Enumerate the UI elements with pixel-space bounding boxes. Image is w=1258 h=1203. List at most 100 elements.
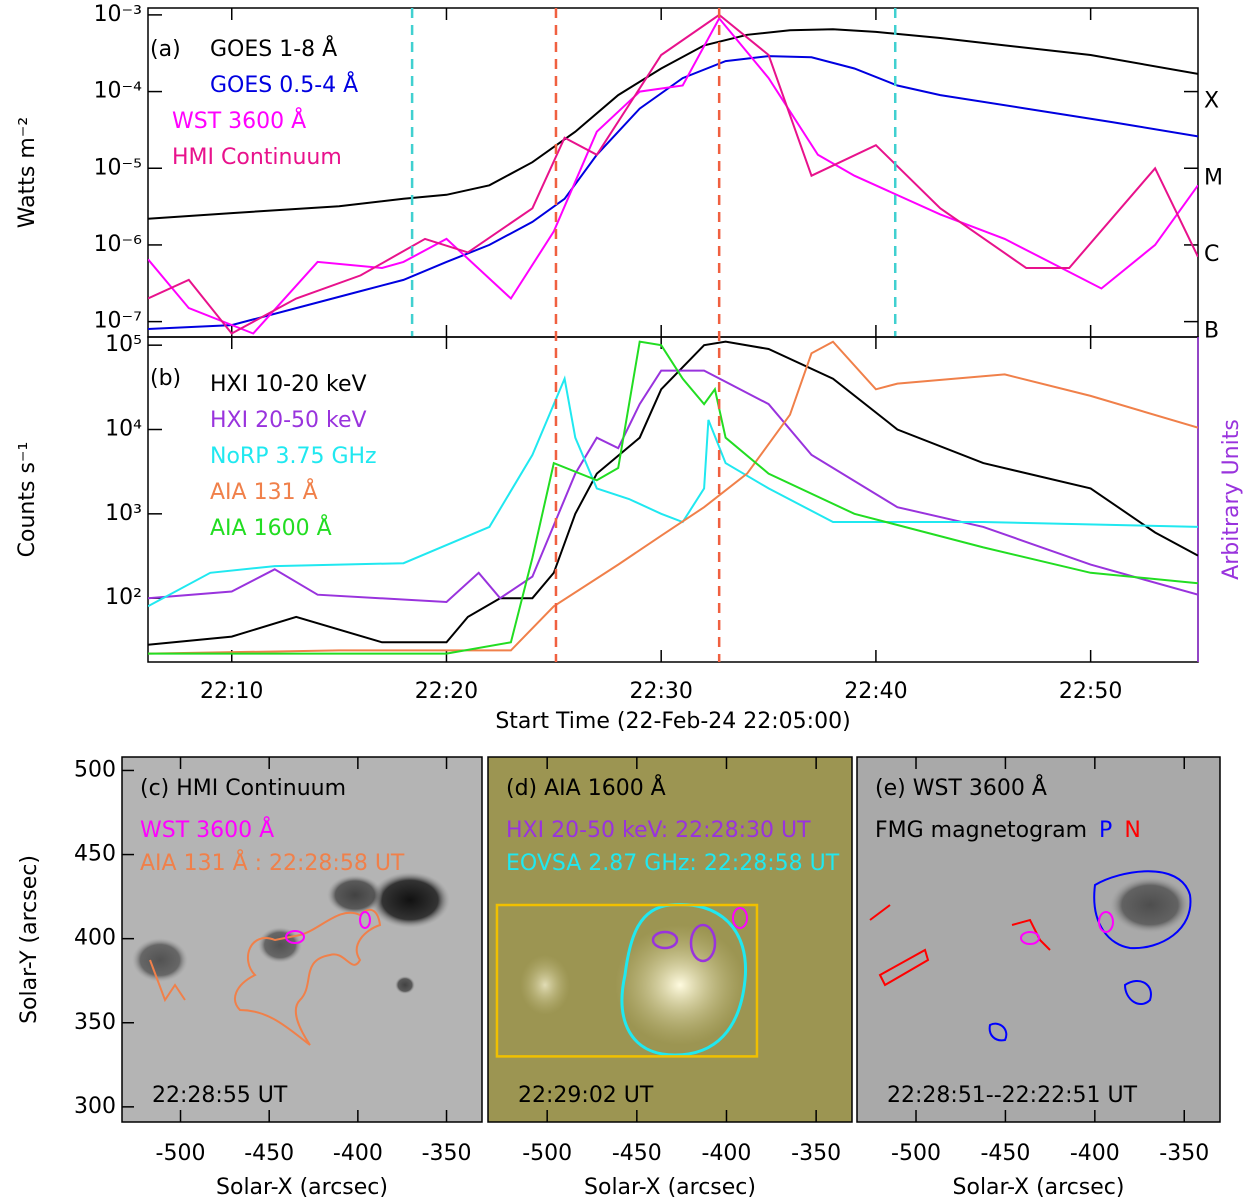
bright-region — [520, 955, 570, 1015]
y-tick-label: 10⁻⁷ — [94, 309, 142, 334]
legend-entry: HXI 20-50 keV — [210, 408, 367, 433]
y-tick-label: 10⁻⁶ — [94, 232, 143, 257]
y-tick-label: 10⁻⁵ — [94, 155, 142, 180]
y-tick-label: 500 — [74, 757, 116, 782]
wst-contour — [359, 911, 371, 929]
positive-contour — [988, 980, 1152, 1042]
series-line — [148, 13, 1198, 335]
x-tick-label: -500 — [522, 1141, 572, 1166]
x-tick-label: -450 — [612, 1141, 662, 1166]
wst-contour — [285, 930, 305, 944]
sunspot — [1110, 877, 1190, 933]
legend-entry: NoRP 3.75 GHz — [210, 444, 377, 469]
fov-box — [495, 903, 759, 1058]
timestamp: 22:28:51--22:22:51 UT — [887, 1083, 1138, 1108]
panel-label: (b) — [150, 366, 181, 391]
class-label: C — [1204, 242, 1219, 267]
annotation: N — [1124, 818, 1140, 843]
negative-contour — [869, 904, 1051, 987]
panel-c-texture — [132, 872, 450, 1046]
y-tick-label: 400 — [74, 926, 116, 951]
panel-e-texture — [869, 870, 1192, 1042]
panel-label: (a) — [150, 37, 181, 62]
series-line — [148, 340, 1198, 655]
sunspot — [370, 872, 450, 928]
legend-entry: HXI 10-20 keV — [210, 372, 367, 397]
annotation: HXI 20-50 keV: 22:28:30 UT — [506, 818, 811, 843]
y-axis-title: Watts m⁻² — [15, 117, 40, 228]
y-tick-label: 350 — [74, 1010, 116, 1035]
bright-region — [615, 925, 745, 1045]
legend-entry: WST 3600 Å — [172, 107, 306, 134]
y-axis-title: Solar-Y (arcsec) — [17, 855, 42, 1024]
annotation: AIA 131 Å : 22:28:58 UT — [140, 849, 405, 876]
y-tick-label: 10⁵ — [105, 332, 142, 357]
series-line — [148, 55, 1198, 330]
y2-axis-title: Arbitrary Units — [1219, 419, 1244, 580]
y-tick-label: 10⁻⁴ — [94, 79, 143, 104]
x-tick-label: -450 — [244, 1141, 294, 1166]
y-tick-label: 10⁴ — [105, 417, 142, 442]
y-tick-label: 10² — [105, 585, 142, 610]
x-tick-label: 22:40 — [844, 679, 907, 704]
x-tick-label: -500 — [891, 1141, 941, 1166]
x-axis-title: Solar-X (arcsec) — [584, 1175, 756, 1200]
series-line — [148, 375, 1198, 608]
x-tick-label: -350 — [791, 1141, 841, 1166]
series-line — [148, 16, 1198, 335]
legend-entry: HMI Continuum — [172, 145, 342, 170]
annotation: P — [1099, 818, 1112, 843]
class-label: M — [1204, 165, 1223, 190]
x-tick-label: -350 — [1159, 1141, 1209, 1166]
annotation: EOVSA 2.87 GHz: 22:28:58 UT — [506, 851, 840, 876]
x-tick-label: -400 — [702, 1141, 752, 1166]
y-tick-label: 10³ — [105, 501, 142, 526]
y-axis-title: Counts s⁻¹ — [15, 442, 40, 558]
wst-contour — [1020, 931, 1040, 945]
y-tick-label: 300 — [74, 1094, 116, 1119]
x-tick-label: -400 — [333, 1141, 383, 1166]
y-tick-label: 10⁻³ — [94, 2, 142, 27]
legend-entry: AIA 131 Å — [210, 478, 318, 505]
class-label: B — [1204, 319, 1219, 344]
sunspot — [327, 875, 383, 915]
x-tick-label: -350 — [422, 1141, 472, 1166]
annotation: WST 3600 Å — [140, 816, 274, 843]
x-axis-title: Start Time (22-Feb-24 22:05:00) — [495, 709, 850, 734]
sunspot — [258, 927, 302, 963]
panel-title: (e) WST 3600 Å — [875, 774, 1047, 801]
x-tick-label: -400 — [1070, 1141, 1120, 1166]
series-line — [148, 340, 1198, 655]
timestamp: 22:29:02 UT — [518, 1083, 654, 1108]
x-axis-title: Solar-X (arcsec) — [953, 1175, 1125, 1200]
panel-d-texture — [520, 902, 748, 1057]
x-tick-label: 22:50 — [1059, 679, 1122, 704]
wst-contour — [732, 907, 748, 929]
positive-contour — [1093, 870, 1192, 950]
x-tick-label: 22:30 — [629, 679, 692, 704]
panel-title: (c) HMI Continuum — [140, 776, 346, 801]
sunspot — [395, 976, 415, 994]
class-label: X — [1204, 89, 1219, 114]
wst-contour — [1098, 911, 1114, 933]
series-line — [148, 340, 1198, 646]
hxi-contour — [651, 930, 679, 950]
timestamp: 22:28:55 UT — [152, 1083, 288, 1108]
legend-entry: GOES 0.5-4 Å — [210, 71, 358, 98]
sunspot — [132, 938, 188, 982]
x-axis-title: Solar-X (arcsec) — [216, 1175, 388, 1200]
panel-title: (d) AIA 1600 Å — [506, 774, 666, 801]
series-line — [148, 28, 1198, 220]
legend-entry: AIA 1600 Å — [210, 514, 332, 541]
image-frame — [121, 756, 483, 1123]
x-tick-label: -450 — [980, 1141, 1030, 1166]
hxi-contour — [689, 923, 717, 963]
eovsa-contour — [620, 902, 748, 1057]
aia131-contour — [149, 959, 186, 1003]
x-tick-label: 22:10 — [200, 679, 263, 704]
image-frame — [856, 756, 1221, 1123]
image-frame — [487, 756, 853, 1123]
x-tick-label: 22:20 — [415, 679, 478, 704]
series-line — [148, 369, 1198, 604]
x-tick-label: -500 — [156, 1141, 206, 1166]
